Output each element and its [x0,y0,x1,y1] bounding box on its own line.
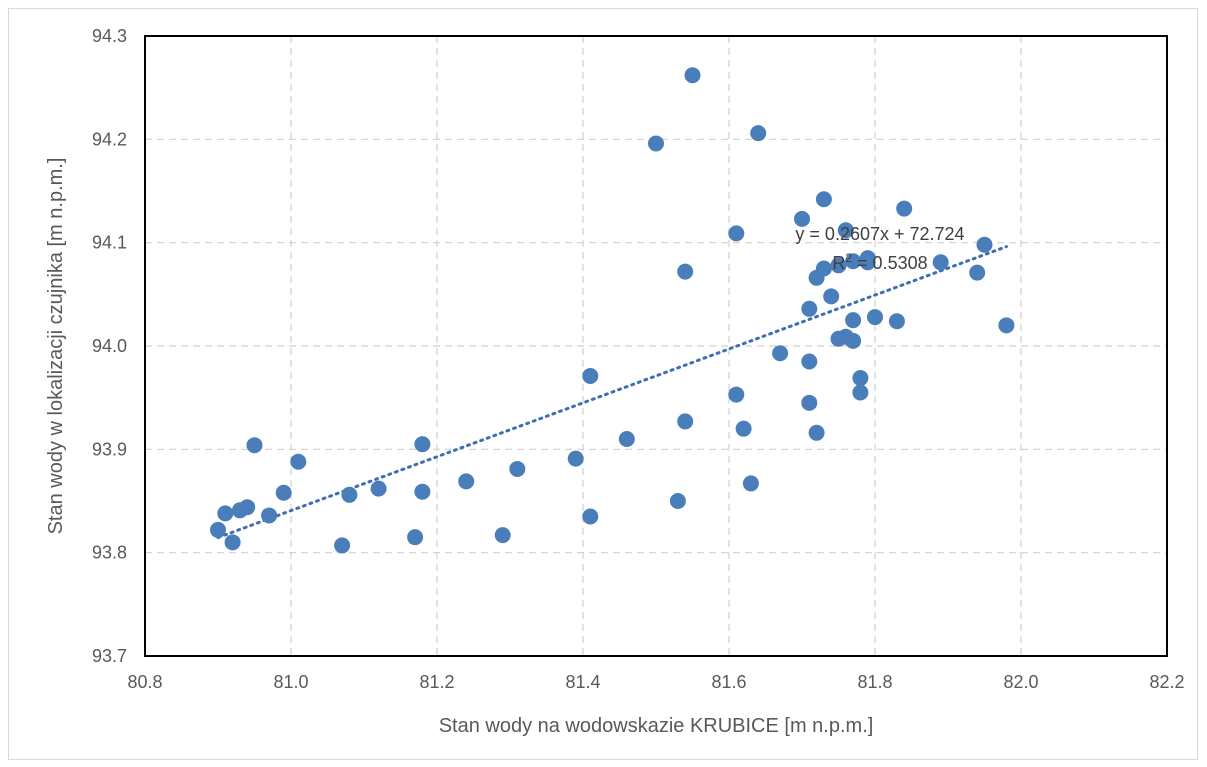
data-point [407,529,424,546]
y-axis-title: Stan wody w lokalizacji czujnika [m n.p.… [45,158,67,535]
y-tick-label: 93.7 [92,646,127,666]
data-point [794,210,810,227]
data-point [582,367,599,384]
data-point [210,521,226,538]
data-point [750,125,767,142]
x-axis-title: Stan wody na wodowskazie KRUBICE [m n.p.… [439,715,874,737]
r2-prefix: R [832,253,845,273]
data-point [567,450,584,467]
data-point [845,312,862,329]
trendline-labels: y = 0.2607x + 72.724 R2 = 0.5308 [795,224,964,273]
data-point [684,67,701,84]
data-point [815,191,832,208]
x-axis-tick-labels: 80.8 81.0 81.2 81.4 81.6 81.8 82.0 82.2 [127,672,1184,692]
x-tick-label: 81.6 [711,672,746,692]
y-tick-label: 94.0 [92,336,127,356]
data-point [582,508,599,525]
data-points [210,67,1015,554]
data-point [728,225,745,242]
data-point [341,486,358,503]
data-point [677,263,694,280]
gridlines [145,36,1167,656]
data-point [772,345,789,362]
data-point [830,257,847,274]
data-point [859,254,876,271]
chart-frame [8,8,1198,760]
data-point [801,394,818,411]
data-point [969,264,986,281]
data-point [742,475,759,492]
data-point [224,534,241,551]
trendline-r-squared: R2 = 0.5308 [832,251,927,273]
data-point [728,386,745,403]
data-point [815,260,832,277]
data-point [275,484,292,501]
data-point [494,527,511,544]
y-tick-label: 94.1 [92,233,127,253]
data-point [618,431,635,447]
plot-area-border [144,35,1168,657]
y-axis-tick-labels: 93.7 93.8 93.9 94.0 94.1 94.2 94.3 [92,26,127,666]
y-tick-label: 93.8 [92,543,127,563]
data-point [976,236,993,253]
data-point [735,420,752,437]
data-point [896,200,913,217]
data-point [261,507,278,524]
data-point [217,505,234,522]
data-point [334,537,351,554]
r2-suffix: = 0.5308 [852,253,928,273]
data-point [932,254,949,271]
x-tick-label: 81.0 [273,672,308,692]
data-point [246,437,263,454]
x-tick-label: 81.8 [857,672,892,692]
data-point [837,222,854,239]
data-point [845,332,862,349]
x-tick-label: 81.2 [419,672,454,692]
x-tick-label: 82.0 [1003,672,1038,692]
data-point [808,424,825,441]
data-point [845,253,862,270]
data-point [801,353,818,370]
y-tick-label: 94.3 [92,26,127,46]
data-point [370,480,387,497]
data-point [677,413,694,430]
data-point [414,483,431,500]
data-point [998,317,1015,334]
x-tick-label: 82.2 [1149,672,1184,692]
data-point [290,453,307,470]
data-point [888,313,905,330]
data-point [852,370,869,387]
data-point [669,493,686,509]
x-tick-label: 80.8 [127,672,162,692]
data-point [852,384,869,401]
data-point [823,288,840,305]
trendline [216,245,1008,540]
data-point [648,135,664,152]
data-point [509,460,526,477]
trendline-equation: y = 0.2607x + 72.724 [795,224,964,244]
trendline-group [216,245,1008,540]
data-point [867,309,883,326]
data-point [458,473,475,490]
x-tick-label: 81.4 [565,672,600,692]
y-tick-label: 93.9 [92,439,127,459]
data-point [239,499,256,516]
y-tick-label: 94.2 [92,129,127,149]
data-point [414,436,431,453]
data-point [801,300,818,317]
r2-superscript: 2 [845,251,852,265]
